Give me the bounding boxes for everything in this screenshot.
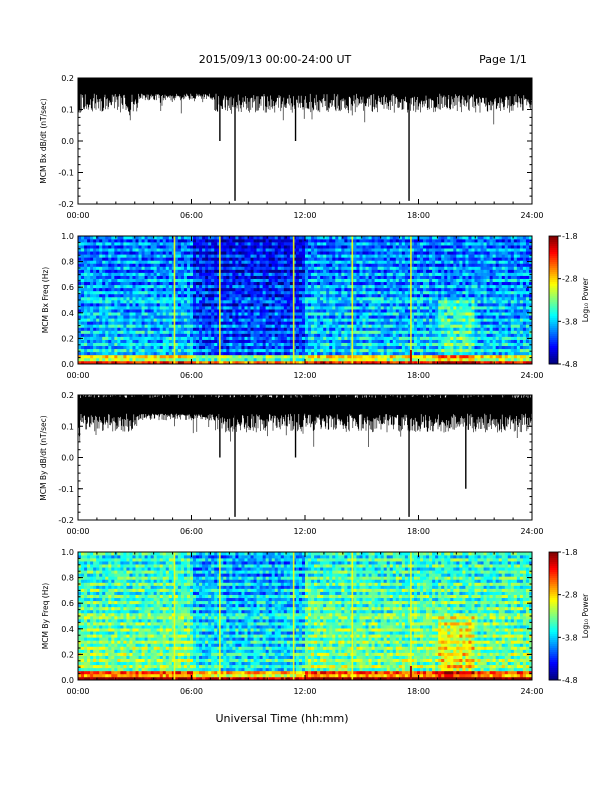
bright-column — [173, 552, 176, 680]
bright-column — [173, 236, 176, 364]
x-tick-label: 06:00 — [180, 687, 203, 696]
x-axis-title: Universal Time (hh:mm) — [216, 712, 349, 725]
by-dbdt-ylabel: MCM By dB/dt (nT/sec) — [39, 415, 48, 500]
noise-trace — [77, 78, 532, 125]
x-tick-label: 12:00 — [293, 211, 316, 220]
bright-column — [410, 552, 412, 680]
bright-column — [219, 236, 221, 364]
bx-freq-ylabel: MCM Bx Freq (Hz) — [41, 267, 50, 333]
y-tick-label: 0.0 — [61, 454, 74, 463]
bright-column — [219, 552, 221, 680]
bright-column — [292, 552, 295, 680]
y-tick-label: 0.6 — [61, 599, 74, 608]
x-tick-label: 00:00 — [66, 371, 89, 380]
x-tick-label: 00:00 — [66, 527, 89, 536]
y-tick-label: 0.2 — [61, 650, 74, 659]
bright-column — [410, 236, 412, 364]
x-tick-label: 06:00 — [180, 527, 203, 536]
by-freq-ylabel: MCM By Freq (Hz) — [41, 583, 50, 649]
y-tick-label: 0.0 — [61, 676, 74, 685]
y-tick-label: 0.6 — [61, 283, 74, 292]
x-tick-label: 00:00 — [66, 211, 89, 220]
x-tick-label: 18:00 — [407, 371, 430, 380]
y-tick-label: 0.0 — [61, 360, 74, 369]
by-dbdt-trace — [77, 395, 532, 517]
colorbar-tick-label: -2.8 — [562, 275, 578, 284]
colorbar-tick-label: -1.8 — [562, 232, 578, 241]
bx-dbdt-ylabel: MCM Bx dB/dt (nT/sec) — [39, 98, 48, 183]
noise-trace — [77, 395, 532, 447]
panel-bx-dbdt: 00:00 06:00 12:00 18:00 24:00 -0.2 -0.1 0.0 0.1 0… — [39, 74, 544, 220]
by-colorbar: -1.8 -2.8 -3.8 -4.8 Log₁₀ Power — [548, 548, 590, 685]
bx-dbdt-trace — [77, 78, 532, 201]
y-tick-label: -0.2 — [58, 200, 74, 209]
bright-column — [351, 552, 354, 680]
x-tick-label: 00:00 — [66, 687, 89, 696]
bx-colorbar: -1.8 -2.8 -3.8 -4.8 Log₁₀ Power — [548, 232, 590, 369]
y-tick-label: 0.8 — [61, 258, 74, 267]
bright-column — [292, 236, 295, 364]
colorbar-tick-label: -4.8 — [562, 676, 578, 685]
panel-by-spectrogram: 00:00 06:00 12:00 18:00 24:00 0.0 0.2 0.4 0.6 0.8… — [41, 548, 590, 696]
colorbar-label: Log₁₀ Power — [581, 593, 590, 638]
x-tick-label: 12:00 — [293, 527, 316, 536]
colorbar-tick-label: -1.8 — [562, 548, 578, 557]
colorbar-tick-label: -2.8 — [562, 591, 578, 600]
x-tick-label: 24:00 — [520, 211, 543, 220]
x-tick-label: 24:00 — [520, 527, 543, 536]
y-tick-label: -0.1 — [58, 485, 74, 494]
y-tick-label: -0.2 — [58, 516, 74, 525]
bx-spectrogram-image — [78, 236, 533, 365]
y-tick-label: 0.2 — [61, 74, 74, 83]
colorbar-tick-label: -3.8 — [562, 317, 578, 326]
y-tick-label: 1.0 — [61, 548, 74, 557]
colorbar-tick-label: -4.8 — [562, 360, 578, 369]
x-tick-label: 18:00 — [407, 527, 430, 536]
y-tick-label: 0.4 — [61, 625, 74, 634]
x-tick-label: 12:00 — [293, 371, 316, 380]
colorbar-tick-label: -3.8 — [562, 633, 578, 642]
bright-column — [351, 236, 354, 364]
y-tick-label: -0.1 — [58, 169, 74, 178]
x-tick-label: 18:00 — [407, 687, 430, 696]
x-tick-label: 18:00 — [407, 211, 430, 220]
panel-by-dbdt: 00:00 06:00 12:00 18:00 24:00 -0.2 -0.1 0.0 0.1 0… — [39, 391, 544, 536]
x-tick-label: 24:00 — [520, 687, 543, 696]
y-tick-label: 0.8 — [61, 574, 74, 583]
by-spectrogram-image — [78, 552, 533, 681]
y-tick-label: 0.4 — [61, 309, 74, 318]
x-tick-label: 24:00 — [520, 371, 543, 380]
y-tick-label: 0.1 — [61, 106, 74, 115]
y-tick-label: 0.1 — [61, 422, 74, 431]
x-tick-label: 12:00 — [293, 687, 316, 696]
y-tick-label: 1.0 — [61, 232, 74, 241]
y-tick-label: 0.2 — [61, 334, 74, 343]
x-tick-label: 06:00 — [180, 371, 203, 380]
y-tick-label: 0.2 — [61, 391, 74, 400]
figure-title: 2015/09/13 00:00-24:00 UT — [199, 53, 352, 66]
page-indicator: Page 1/1 — [479, 53, 527, 66]
x-tick-label: 06:00 — [180, 211, 203, 220]
panel-bx-spectrogram: 00:00 06:00 12:00 18:00 24:00 0.0 0.2 0.4 0.6 0.8… — [41, 232, 590, 380]
colorbar-label: Log₁₀ Power — [581, 277, 590, 322]
y-tick-label: 0.0 — [61, 137, 74, 146]
